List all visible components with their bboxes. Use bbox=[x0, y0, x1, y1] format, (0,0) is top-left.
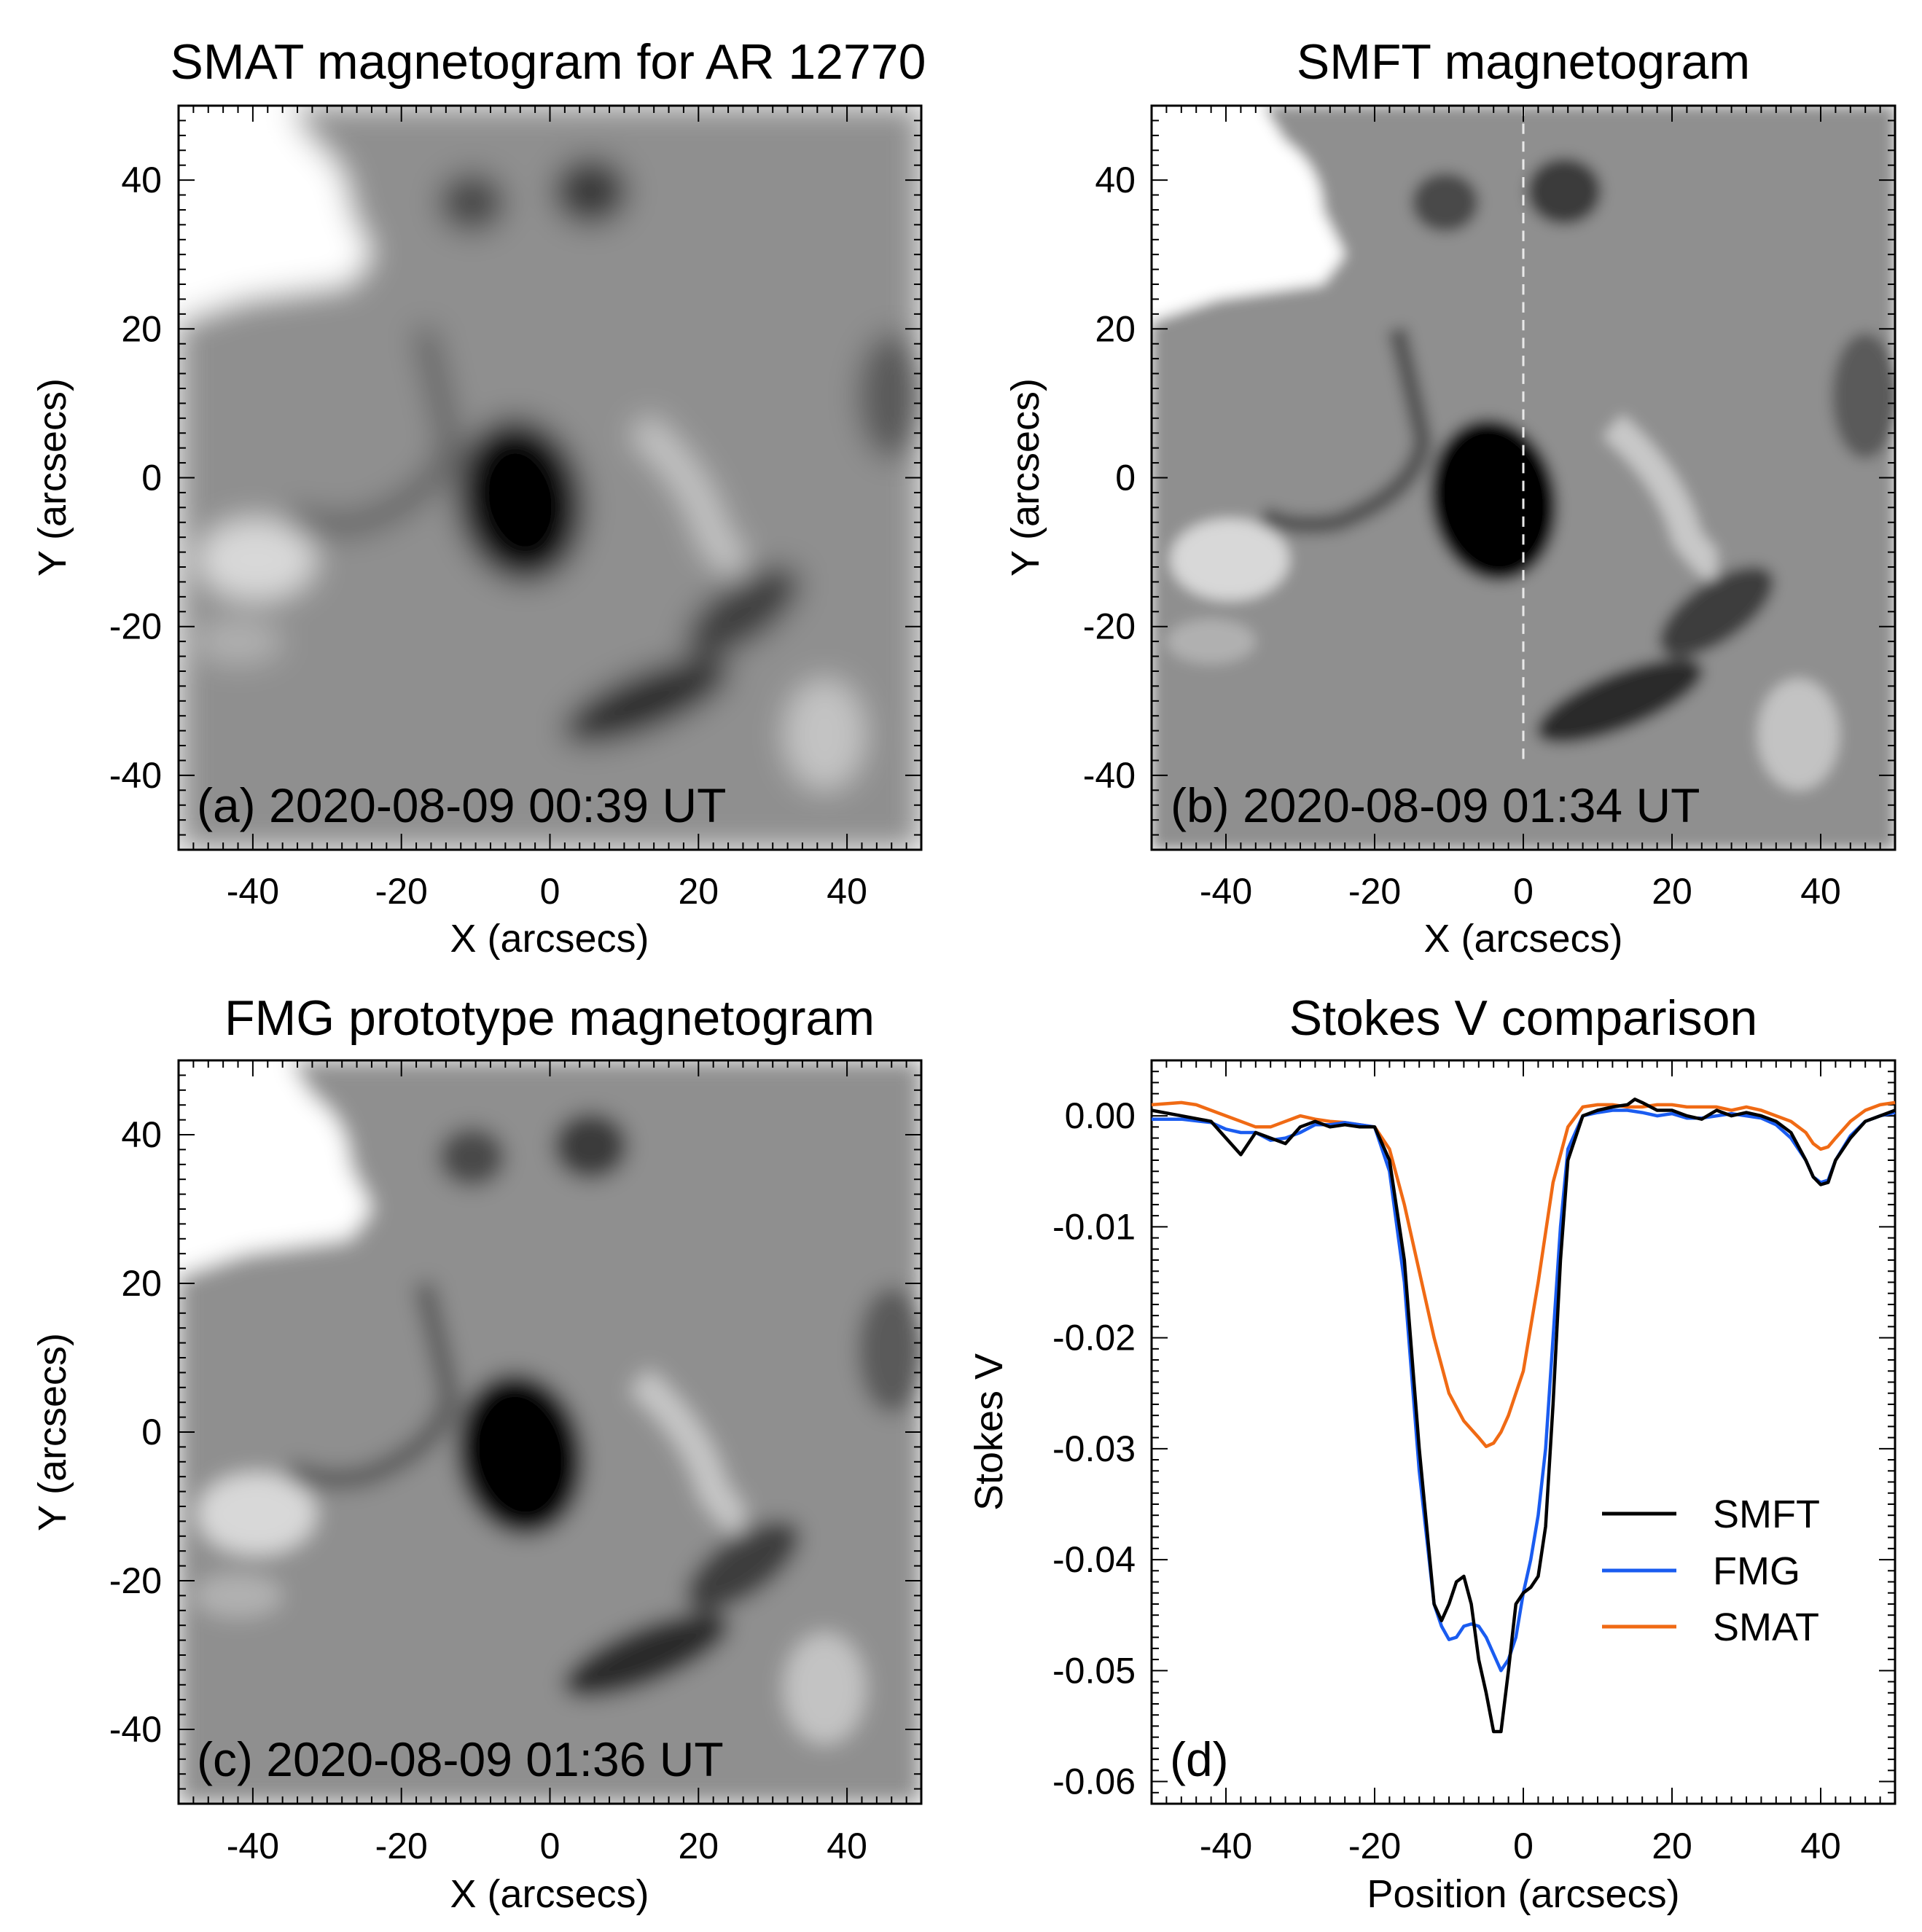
chart-x-tick-label: 0 bbox=[1513, 1826, 1534, 1866]
y-tick-label: -20 bbox=[109, 1560, 162, 1601]
x-tick-label: -20 bbox=[375, 871, 428, 912]
legend-label-fmg: FMG bbox=[1713, 1549, 1800, 1593]
x-tick-label: 20 bbox=[678, 871, 719, 912]
y-tick-label: 20 bbox=[121, 308, 162, 349]
panel-a-ylabel: Y (arcsecs) bbox=[31, 378, 74, 576]
panel-b-ylabel: Y (arcsecs) bbox=[1004, 378, 1047, 576]
legend-label-smft: SMFT bbox=[1713, 1493, 1820, 1536]
x-tick-label: 0 bbox=[1513, 871, 1534, 912]
panel-b: SMFT magnetogram (b) 2020-08-09 01:34 UT… bbox=[1004, 34, 1899, 961]
y-tick-label: -40 bbox=[109, 1709, 162, 1750]
chart-y-tick-label: -0.06 bbox=[1052, 1761, 1136, 1802]
chart-x-tick-label: 20 bbox=[1652, 1826, 1692, 1866]
y-tick-label: -40 bbox=[109, 755, 162, 796]
x-tick-label: 0 bbox=[540, 871, 560, 912]
chart-y-tick-label: -0.02 bbox=[1052, 1318, 1136, 1358]
panel-a-frame bbox=[177, 104, 923, 851]
x-tick-label: 20 bbox=[1652, 871, 1692, 912]
panel-c-ylabel: Y (arcsecs) bbox=[31, 1333, 74, 1531]
panel-b-title: SMFT magnetogram bbox=[1297, 34, 1750, 90]
y-tick-label: 40 bbox=[121, 1114, 162, 1155]
panel-a: SMAT magnetogram for AR 12770 (a) 2020-0… bbox=[31, 34, 926, 961]
panel-c-stamp: (c) 2020-08-09 01:36 UT bbox=[197, 1732, 724, 1786]
y-tick-label: -20 bbox=[1083, 606, 1136, 647]
panel-a-xlabel: X (arcsecs) bbox=[450, 917, 649, 961]
chart-y-tick-label: -0.03 bbox=[1052, 1428, 1136, 1469]
panel-d: Stokes V comparison -40 -20 0 20 40 0.00 -0.01… bbox=[967, 990, 1896, 1916]
y-tick-label: 20 bbox=[1095, 308, 1136, 349]
chart-x-tick-label: -40 bbox=[1200, 1826, 1252, 1866]
panel-c-title: FMG prototype magnetogram bbox=[224, 990, 875, 1046]
chart-x-tick-label: 40 bbox=[1800, 1826, 1841, 1866]
chart-x-tick-label: -20 bbox=[1348, 1826, 1401, 1866]
chart-y-tick-label: -0.04 bbox=[1052, 1539, 1136, 1580]
panel-a-stamp: (a) 2020-08-09 00:39 UT bbox=[197, 778, 726, 832]
y-tick-label: 40 bbox=[1095, 160, 1136, 200]
panel-a-image bbox=[179, 106, 925, 850]
x-tick-label: 40 bbox=[1800, 871, 1841, 912]
panel-b-image bbox=[1152, 106, 1899, 850]
chart-y-tick-label: -0.05 bbox=[1052, 1650, 1136, 1691]
chart-y-tick-label: -0.01 bbox=[1052, 1206, 1136, 1247]
chart-title: Stokes V comparison bbox=[1289, 990, 1758, 1046]
series-line-smat bbox=[1151, 1100, 1896, 1449]
y-tick-label: -20 bbox=[109, 606, 162, 647]
x-tick-label: -20 bbox=[375, 1826, 428, 1866]
chart-y-tick-label: 0.00 bbox=[1065, 1095, 1136, 1136]
panel-b-stamp: (b) 2020-08-09 01:34 UT bbox=[1171, 778, 1700, 832]
y-tick-label: 0 bbox=[141, 458, 162, 498]
panel-c-xlabel: X (arcsecs) bbox=[450, 1872, 649, 1916]
x-tick-label: 0 bbox=[540, 1826, 560, 1866]
y-tick-label: 0 bbox=[1115, 458, 1136, 498]
chart-plot-area: -40 -20 0 20 40 0.00 -0.01 -0.02 -0.03 -0.04 -0.05… bbox=[1052, 1059, 1896, 1866]
x-tick-label: -40 bbox=[227, 1826, 279, 1866]
panel-c: FMG prototype magnetogram (c) 2020-08-09… bbox=[31, 990, 925, 1916]
chart-panel-label: (d) bbox=[1170, 1732, 1229, 1786]
panel-a-title: SMAT magnetogram for AR 12770 bbox=[171, 34, 926, 90]
x-tick-label: -20 bbox=[1348, 871, 1401, 912]
x-tick-label: 40 bbox=[827, 1826, 867, 1866]
chart-xlabel: Position (arcsecs) bbox=[1367, 1872, 1679, 1916]
x-tick-label: 20 bbox=[678, 1826, 719, 1866]
y-tick-label: -40 bbox=[1083, 755, 1136, 796]
x-tick-label: -40 bbox=[1200, 871, 1252, 912]
panel-c-image bbox=[179, 1060, 925, 1804]
y-tick-label: 20 bbox=[121, 1263, 162, 1304]
series-line-smft bbox=[1151, 1098, 1896, 1734]
y-tick-label: 40 bbox=[121, 160, 162, 200]
chart-ylabel: Stokes V bbox=[967, 1353, 1011, 1511]
legend-label-smat: SMAT bbox=[1713, 1606, 1819, 1649]
x-tick-label: -40 bbox=[227, 871, 279, 912]
panel-b-xlabel: X (arcsecs) bbox=[1423, 917, 1622, 961]
chart-frame bbox=[1150, 1059, 1896, 1805]
x-tick-label: 40 bbox=[827, 871, 867, 912]
y-tick-label: 0 bbox=[141, 1412, 162, 1452]
